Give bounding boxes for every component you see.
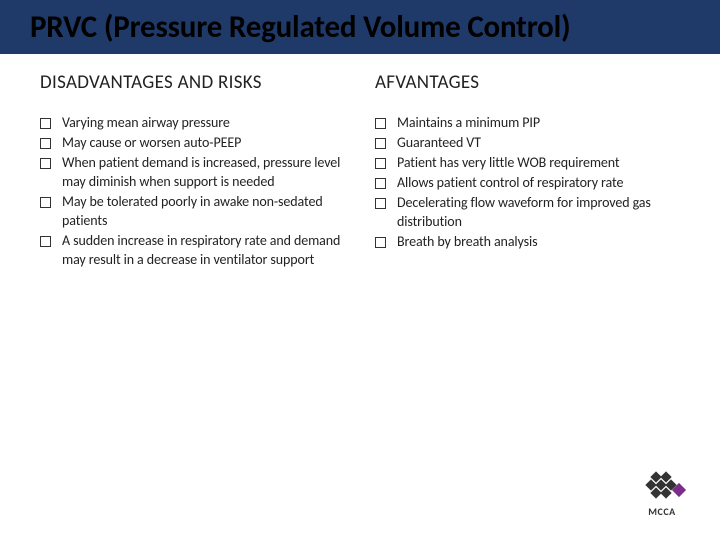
mcca-logo: MCCA (634, 469, 690, 518)
list-item: A sudden increase in respiratory rate an… (40, 232, 355, 270)
logo-icon (634, 469, 690, 509)
list-item: May be tolerated poorly in awake non-sed… (40, 193, 355, 231)
slide-title: PRVC (Pressure Regulated Volume Control) (30, 10, 690, 46)
right-column-header: AFVANTAGES (375, 72, 690, 95)
left-column-header: DISADVANTAGES AND RISKS (40, 72, 355, 95)
list-item: Varying mean airway pressure (40, 114, 355, 133)
list-item: Decelerating flow waveform for improved … (375, 194, 690, 232)
logo-text: MCCA (648, 505, 675, 518)
advantages-list: Maintains a minimum PIP Guaranteed VT Pa… (375, 114, 690, 251)
list-item: Patient has very little WOB requirement (375, 154, 690, 173)
content-columns: DISADVANTAGES AND RISKS Varying mean air… (0, 54, 720, 271)
list-item: Guaranteed VT (375, 134, 690, 153)
list-item: May cause or worsen auto-PEEP (40, 134, 355, 153)
list-item: Breath by breath analysis (375, 233, 690, 252)
list-item: Maintains a minimum PIP (375, 114, 690, 133)
list-item: When patient demand is increased, pressu… (40, 154, 355, 192)
right-column: AFVANTAGES Maintains a minimum PIP Guara… (375, 72, 690, 271)
list-item: Allows patient control of respiratory ra… (375, 174, 690, 193)
disadvantages-list: Varying mean airway pressure May cause o… (40, 114, 355, 269)
slide: PRVC (Pressure Regulated Volume Control)… (0, 0, 720, 540)
title-band: PRVC (Pressure Regulated Volume Control) (0, 0, 720, 54)
left-column: DISADVANTAGES AND RISKS Varying mean air… (40, 72, 355, 271)
